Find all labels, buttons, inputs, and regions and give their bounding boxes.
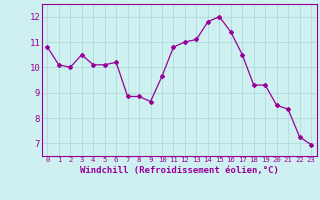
- X-axis label: Windchill (Refroidissement éolien,°C): Windchill (Refroidissement éolien,°C): [80, 166, 279, 175]
